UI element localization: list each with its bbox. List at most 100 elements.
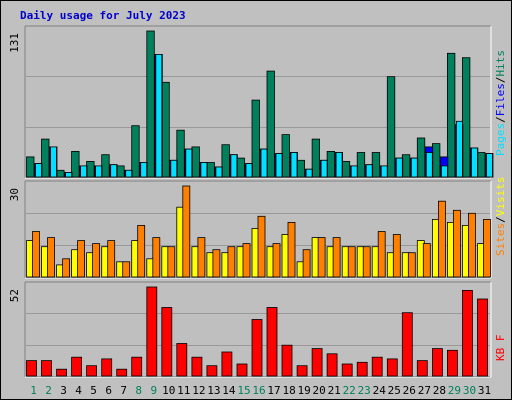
- x-tick-label: 2: [45, 384, 52, 397]
- bar-kb-f: [296, 365, 308, 377]
- bar-sites: [107, 240, 116, 278]
- bar-pages: [110, 164, 118, 178]
- bar-kb-f: [416, 360, 428, 377]
- bar-pages: [65, 172, 72, 178]
- bar-kb-f: [477, 298, 488, 377]
- bar-hits: [386, 76, 396, 178]
- x-tick-label: 8: [135, 384, 142, 397]
- bar-sites: [302, 249, 311, 278]
- bar-sites: [242, 243, 251, 278]
- x-tick-label: 21: [328, 384, 341, 397]
- bar-sites: [167, 246, 176, 278]
- bar-sites: [257, 215, 266, 278]
- x-tick-label: 9: [150, 384, 157, 397]
- bar-sites: [77, 240, 85, 278]
- x-tick-label: 10: [162, 384, 175, 397]
- x-tick-label: 5: [90, 384, 97, 397]
- bar-kb-f: [236, 363, 248, 377]
- bar-pages: [260, 148, 268, 178]
- x-tick-label: 1: [30, 384, 37, 397]
- bar-hits: [131, 125, 140, 178]
- bar-hits: [101, 154, 110, 178]
- x-tick-label: 19: [297, 384, 310, 397]
- x-tick-label: 15: [237, 384, 250, 397]
- bar-hits: [251, 99, 260, 178]
- legend-hits: Hits: [494, 50, 507, 77]
- bar-kb-f: [161, 307, 173, 377]
- bar-pages: [410, 157, 418, 178]
- bar-kb-f: [326, 353, 338, 377]
- x-tick-label: 20: [312, 384, 325, 397]
- bar-hits: [446, 52, 456, 178]
- bar-sites: [483, 218, 491, 278]
- bar-pages: [455, 120, 463, 178]
- x-tick-label: 25: [388, 384, 401, 397]
- bar-hits: [326, 150, 336, 178]
- legend-pages: Pages: [494, 123, 507, 156]
- bar-hits: [281, 134, 290, 178]
- legend-separator: /: [494, 77, 507, 84]
- bar-pages: [35, 163, 42, 178]
- bar-hits: [116, 165, 125, 178]
- bar-kb-f: [206, 365, 218, 377]
- bar-sites: [212, 249, 221, 278]
- bar-kb-f: [86, 365, 97, 377]
- bar-hits: [56, 169, 65, 178]
- bar-pages: [440, 165, 448, 178]
- x-tick-label: 23: [358, 384, 371, 397]
- bar-hits: [341, 160, 351, 178]
- x-tick-label: 14: [222, 384, 236, 397]
- bar-kb-f: [191, 356, 203, 377]
- bar-hits: [296, 159, 306, 178]
- bar-kb-f: [446, 349, 458, 377]
- bar-hits: [41, 138, 50, 178]
- bar-sites: [182, 185, 191, 278]
- bar-hits: [266, 70, 275, 178]
- bar-hits: [161, 81, 170, 178]
- bar-pages: [245, 163, 253, 178]
- bar-sites: [362, 246, 371, 278]
- bar-sites: [32, 231, 40, 278]
- bar-hits: [236, 157, 245, 178]
- bar-pages: [486, 153, 493, 178]
- bar-kb-f: [56, 368, 67, 377]
- bar-sites: [422, 243, 431, 278]
- bar-hits: [311, 138, 321, 178]
- bar-kb-f: [101, 358, 113, 377]
- bar-hits: [221, 144, 230, 178]
- bar-pages: [395, 157, 403, 178]
- bar-pages: [155, 54, 163, 178]
- bar-pages: [425, 152, 433, 178]
- x-tick-label: 26: [403, 384, 416, 397]
- bar-kb-f: [311, 348, 323, 377]
- bar-sites: [152, 237, 161, 278]
- bar-hits: [206, 162, 215, 178]
- bar-kb-f: [116, 368, 128, 377]
- bar-sites: [122, 261, 131, 278]
- bar-hits: [356, 152, 366, 178]
- bar-hits: [461, 57, 471, 178]
- bar-sites: [197, 237, 206, 278]
- bar-sites: [467, 212, 476, 278]
- x-tick-label: 29: [448, 384, 461, 397]
- y-max-label-kbytes: 52: [8, 289, 21, 302]
- bar-sites: [227, 246, 236, 278]
- legend-kb-f: KB F: [494, 335, 507, 362]
- bar-pages: [140, 162, 148, 178]
- bar-pages: [185, 148, 193, 178]
- chart-title: Daily usage for July 2023: [20, 9, 186, 22]
- x-tick-label: 3: [60, 384, 67, 397]
- legend-sites: Sites: [494, 223, 507, 256]
- bar-sites: [437, 200, 446, 278]
- x-tick-label: 27: [418, 384, 431, 397]
- bar-sites: [272, 243, 281, 278]
- bar-pages: [320, 159, 328, 178]
- bar-kb-f: [131, 356, 143, 377]
- x-tick-label: 24: [373, 384, 387, 397]
- legend-visits: Visits: [494, 177, 507, 217]
- x-tick-label: 4: [75, 384, 82, 397]
- bar-pages: [95, 165, 102, 178]
- bar-sites: [347, 246, 356, 278]
- bar-kb-f: [461, 289, 473, 377]
- bar-hits: [71, 150, 80, 178]
